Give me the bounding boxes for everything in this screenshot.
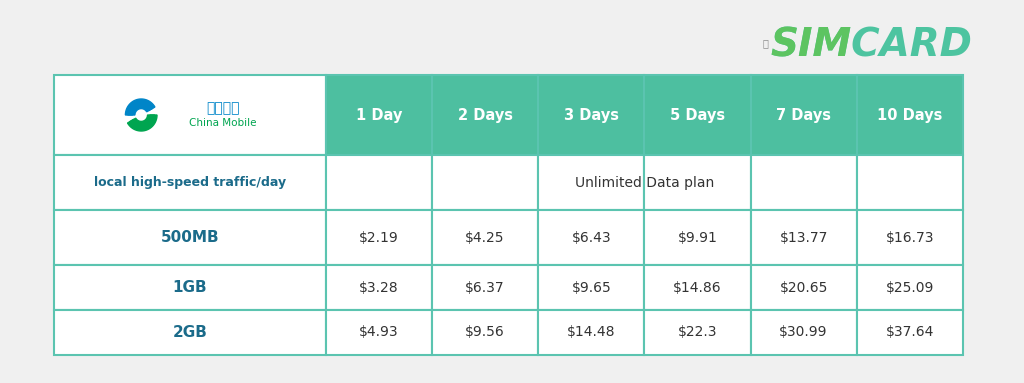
- Polygon shape: [125, 99, 155, 115]
- Text: 7 Days: 7 Days: [776, 108, 831, 123]
- Bar: [644, 310, 751, 355]
- Bar: [54, 265, 326, 310]
- Bar: [54, 75, 326, 155]
- Text: 2 Days: 2 Days: [458, 108, 513, 123]
- Bar: [751, 155, 857, 210]
- Bar: [857, 210, 963, 265]
- Bar: [432, 210, 539, 265]
- Text: 1GB: 1GB: [173, 280, 208, 295]
- Bar: [751, 75, 857, 155]
- Text: $3.28: $3.28: [359, 280, 398, 295]
- Bar: [539, 155, 644, 210]
- Bar: [644, 210, 751, 265]
- Polygon shape: [128, 115, 157, 131]
- Bar: [857, 75, 963, 155]
- Polygon shape: [130, 115, 155, 129]
- Text: ⬛: ⬛: [763, 38, 768, 48]
- Text: $14.48: $14.48: [567, 326, 615, 339]
- Bar: [751, 210, 857, 265]
- Bar: [751, 310, 857, 355]
- Bar: [432, 265, 539, 310]
- Text: 1 Day: 1 Day: [355, 108, 402, 123]
- Text: $6.37: $6.37: [465, 280, 505, 295]
- Text: $14.86: $14.86: [673, 280, 722, 295]
- Bar: [326, 75, 432, 155]
- Bar: [326, 155, 432, 210]
- Bar: [54, 155, 326, 210]
- Text: $6.43: $6.43: [571, 231, 611, 244]
- Text: $25.09: $25.09: [886, 280, 934, 295]
- Text: China Mobile: China Mobile: [189, 118, 256, 128]
- Bar: [432, 155, 539, 210]
- Bar: [539, 75, 644, 155]
- Text: $9.65: $9.65: [571, 280, 611, 295]
- Bar: [326, 265, 432, 310]
- Bar: [751, 265, 857, 310]
- Bar: [857, 265, 963, 310]
- Bar: [644, 75, 751, 155]
- Text: $20.65: $20.65: [779, 280, 827, 295]
- Bar: [857, 155, 963, 210]
- Text: $30.99: $30.99: [779, 326, 827, 339]
- Text: $9.56: $9.56: [465, 326, 505, 339]
- Text: local high-speed traffic/day: local high-speed traffic/day: [94, 176, 286, 189]
- Bar: [857, 310, 963, 355]
- Text: $13.77: $13.77: [779, 231, 827, 244]
- Text: 2GB: 2GB: [173, 325, 208, 340]
- Bar: [326, 310, 432, 355]
- Bar: [54, 310, 326, 355]
- Text: $37.64: $37.64: [886, 326, 934, 339]
- Bar: [432, 310, 539, 355]
- Text: 10 Days: 10 Days: [878, 108, 942, 123]
- Text: $4.25: $4.25: [465, 231, 505, 244]
- Text: 3 Days: 3 Days: [564, 108, 618, 123]
- Text: $9.91: $9.91: [678, 231, 718, 244]
- Bar: [539, 265, 644, 310]
- Bar: [539, 210, 644, 265]
- Text: $4.93: $4.93: [359, 326, 398, 339]
- Bar: [54, 210, 326, 265]
- Bar: [644, 155, 751, 210]
- Text: $16.73: $16.73: [886, 231, 934, 244]
- Text: 中国移动: 中国移动: [206, 101, 240, 115]
- Text: 5 Days: 5 Days: [670, 108, 725, 123]
- Text: SIM: SIM: [770, 26, 851, 64]
- Bar: [432, 75, 539, 155]
- Polygon shape: [128, 101, 153, 115]
- Text: $22.3: $22.3: [678, 326, 717, 339]
- Bar: [644, 265, 751, 310]
- Text: $2.19: $2.19: [359, 231, 398, 244]
- Bar: [326, 210, 432, 265]
- Text: SIMCARD: SIMCARD: [770, 26, 972, 64]
- Bar: [539, 310, 644, 355]
- Text: Unlimited Data plan: Unlimited Data plan: [574, 175, 714, 190]
- Text: 500MB: 500MB: [161, 230, 219, 245]
